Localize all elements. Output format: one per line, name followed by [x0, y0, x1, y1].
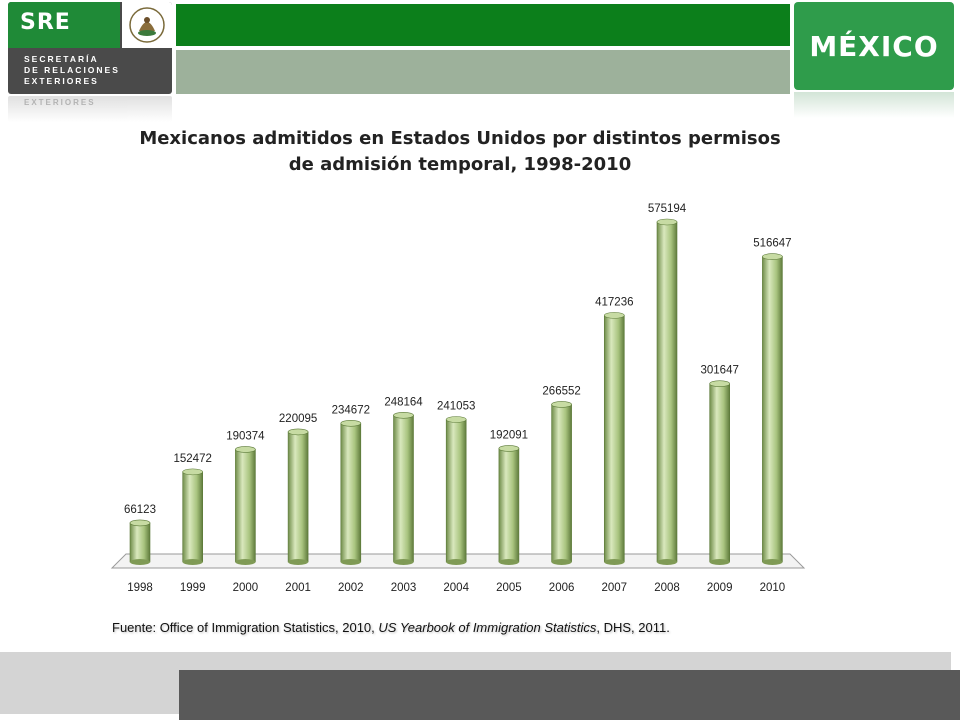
data-label-1998: 66123	[124, 504, 156, 516]
sre-label: SRE	[20, 10, 71, 35]
bar-2002	[340, 419, 362, 565]
logo-green-strip	[8, 2, 120, 48]
source-italic: US Yearbook of Immigration Statistics	[378, 620, 597, 635]
x-tick-2003: 2003	[391, 582, 417, 594]
x-tick-2008: 2008	[654, 582, 680, 594]
data-label-2003: 248164	[384, 396, 423, 408]
bar-1999	[182, 468, 203, 565]
x-tick-2000: 2000	[233, 582, 259, 594]
source-prefix: Fuente: Office of Immigration Statistics…	[112, 620, 379, 635]
mexico-logo: MÉXICO	[794, 2, 954, 90]
bar-1998	[129, 519, 151, 565]
bar-2010	[762, 253, 783, 565]
x-tick-2006: 2006	[549, 582, 575, 594]
footer-dark-band	[179, 670, 960, 720]
logo-reflection: EXTERIORES	[8, 96, 172, 122]
bar-2005	[498, 445, 520, 565]
x-tick-2004: 2004	[443, 582, 469, 594]
data-label-2009: 301647	[701, 365, 739, 377]
x-tick-2001: 2001	[285, 582, 311, 594]
data-label-2002: 234672	[332, 404, 370, 416]
data-label-2006: 266552	[542, 385, 580, 397]
bar-2007	[603, 312, 625, 565]
header-green-band	[176, 4, 790, 46]
coat-of-arms-icon	[122, 2, 172, 48]
x-tick-2007: 2007	[602, 582, 628, 594]
bar-2008	[656, 218, 678, 565]
x-tick-1998: 1998	[127, 582, 153, 594]
source-note: Fuente: Office of Immigration Statistics…	[112, 620, 670, 635]
data-label-2007: 417236	[595, 296, 633, 308]
source-suffix: , DHS, 2011.	[596, 620, 670, 635]
sre-logo: SRE SECRETARÍA DE RELACIONES EXTERIORES	[8, 2, 172, 94]
x-tick-2005: 2005	[496, 582, 522, 594]
data-label-2005: 192091	[490, 429, 528, 441]
x-tick-2002: 2002	[338, 582, 364, 594]
bar-2004	[445, 416, 467, 565]
chart-title: Mexicanos admitidos en Estados Unidos po…	[139, 128, 781, 175]
data-label-2001: 220095	[279, 413, 317, 425]
data-label-2004: 241053	[437, 401, 475, 413]
x-tick-2010: 2010	[760, 582, 786, 594]
bar-2009	[709, 380, 731, 565]
mexico-label: MÉXICO	[809, 29, 939, 63]
header-sage-band	[176, 50, 790, 94]
department-name: SECRETARÍA DE RELACIONES EXTERIORES	[24, 54, 120, 86]
bar-2003	[393, 412, 414, 565]
x-tick-2009: 2009	[707, 582, 733, 594]
data-label-2008: 575194	[648, 203, 687, 215]
bar-2000	[235, 446, 256, 565]
mexico-logo-reflection	[794, 92, 954, 118]
bar-2006	[551, 401, 572, 565]
data-label-1999: 152472	[174, 453, 212, 465]
logo-reflection-text: EXTERIORES	[24, 98, 96, 107]
x-tick-1999: 1999	[180, 582, 206, 594]
data-label-2010: 516647	[753, 238, 791, 250]
bar-2001	[287, 428, 309, 565]
data-label-2000: 190374	[226, 430, 265, 442]
